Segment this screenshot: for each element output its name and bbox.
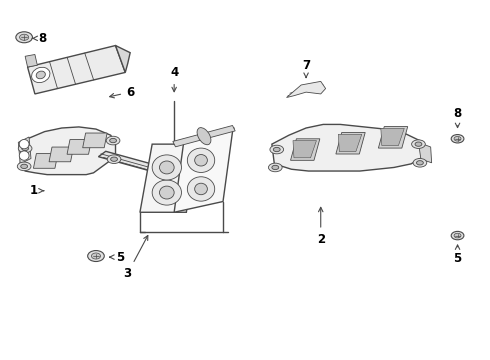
Text: 5: 5 xyxy=(453,245,462,265)
Polygon shape xyxy=(98,151,223,189)
Ellipse shape xyxy=(273,147,280,152)
Text: 8: 8 xyxy=(32,32,47,45)
Polygon shape xyxy=(140,144,196,212)
Polygon shape xyxy=(25,54,37,67)
Ellipse shape xyxy=(415,142,422,146)
Ellipse shape xyxy=(159,161,174,174)
Polygon shape xyxy=(272,125,423,171)
Ellipse shape xyxy=(412,140,425,148)
Polygon shape xyxy=(418,142,432,163)
Ellipse shape xyxy=(31,67,50,82)
Ellipse shape xyxy=(19,151,29,160)
Text: 5: 5 xyxy=(110,251,124,264)
Ellipse shape xyxy=(187,177,215,201)
Polygon shape xyxy=(287,81,326,98)
Ellipse shape xyxy=(152,180,181,205)
Text: 6: 6 xyxy=(110,86,134,99)
Ellipse shape xyxy=(187,148,215,172)
Ellipse shape xyxy=(110,138,117,143)
Ellipse shape xyxy=(22,146,28,150)
Text: 7: 7 xyxy=(302,59,310,78)
Polygon shape xyxy=(83,133,107,148)
Polygon shape xyxy=(381,129,404,145)
Text: 3: 3 xyxy=(123,235,148,280)
Ellipse shape xyxy=(159,186,174,199)
Ellipse shape xyxy=(451,231,464,240)
Ellipse shape xyxy=(36,71,46,79)
Polygon shape xyxy=(33,154,58,168)
Ellipse shape xyxy=(413,158,427,167)
Text: 1: 1 xyxy=(30,184,44,197)
Polygon shape xyxy=(20,127,116,175)
Polygon shape xyxy=(336,132,365,154)
Ellipse shape xyxy=(20,34,29,40)
Polygon shape xyxy=(291,139,320,160)
Ellipse shape xyxy=(451,135,464,143)
Polygon shape xyxy=(27,45,125,94)
Ellipse shape xyxy=(454,233,461,238)
Ellipse shape xyxy=(272,165,279,170)
Polygon shape xyxy=(67,140,92,154)
Ellipse shape xyxy=(17,162,31,171)
Ellipse shape xyxy=(106,136,120,145)
Ellipse shape xyxy=(88,251,104,261)
Ellipse shape xyxy=(111,157,118,161)
Ellipse shape xyxy=(454,136,461,141)
Ellipse shape xyxy=(197,127,211,145)
Polygon shape xyxy=(378,127,408,148)
Ellipse shape xyxy=(107,155,121,163)
Ellipse shape xyxy=(416,161,423,165)
Polygon shape xyxy=(116,45,130,72)
Text: 4: 4 xyxy=(170,66,178,92)
Text: 8: 8 xyxy=(453,107,462,127)
Text: 2: 2 xyxy=(317,207,325,246)
Ellipse shape xyxy=(195,183,207,195)
Ellipse shape xyxy=(152,155,181,180)
Ellipse shape xyxy=(269,163,282,172)
Polygon shape xyxy=(173,126,235,147)
Polygon shape xyxy=(49,147,74,162)
Ellipse shape xyxy=(92,253,100,259)
Ellipse shape xyxy=(18,144,32,153)
Ellipse shape xyxy=(21,164,27,168)
Polygon shape xyxy=(18,137,31,164)
Polygon shape xyxy=(174,130,233,212)
Ellipse shape xyxy=(270,145,284,154)
Ellipse shape xyxy=(195,154,207,166)
Polygon shape xyxy=(293,141,317,158)
Polygon shape xyxy=(338,134,362,152)
Ellipse shape xyxy=(16,32,32,43)
Ellipse shape xyxy=(19,139,29,149)
